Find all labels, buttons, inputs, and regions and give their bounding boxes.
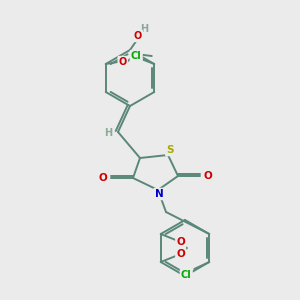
- Text: Cl: Cl: [131, 51, 142, 61]
- Text: O: O: [99, 173, 107, 183]
- Text: O: O: [176, 249, 185, 259]
- Text: S: S: [166, 145, 174, 155]
- Text: O: O: [134, 31, 142, 41]
- Text: O: O: [118, 57, 127, 67]
- Text: O: O: [204, 171, 212, 181]
- Text: H: H: [104, 128, 112, 138]
- Text: Cl: Cl: [181, 270, 192, 280]
- Text: O: O: [176, 237, 185, 247]
- Text: N: N: [154, 189, 164, 199]
- Text: H: H: [140, 24, 148, 34]
